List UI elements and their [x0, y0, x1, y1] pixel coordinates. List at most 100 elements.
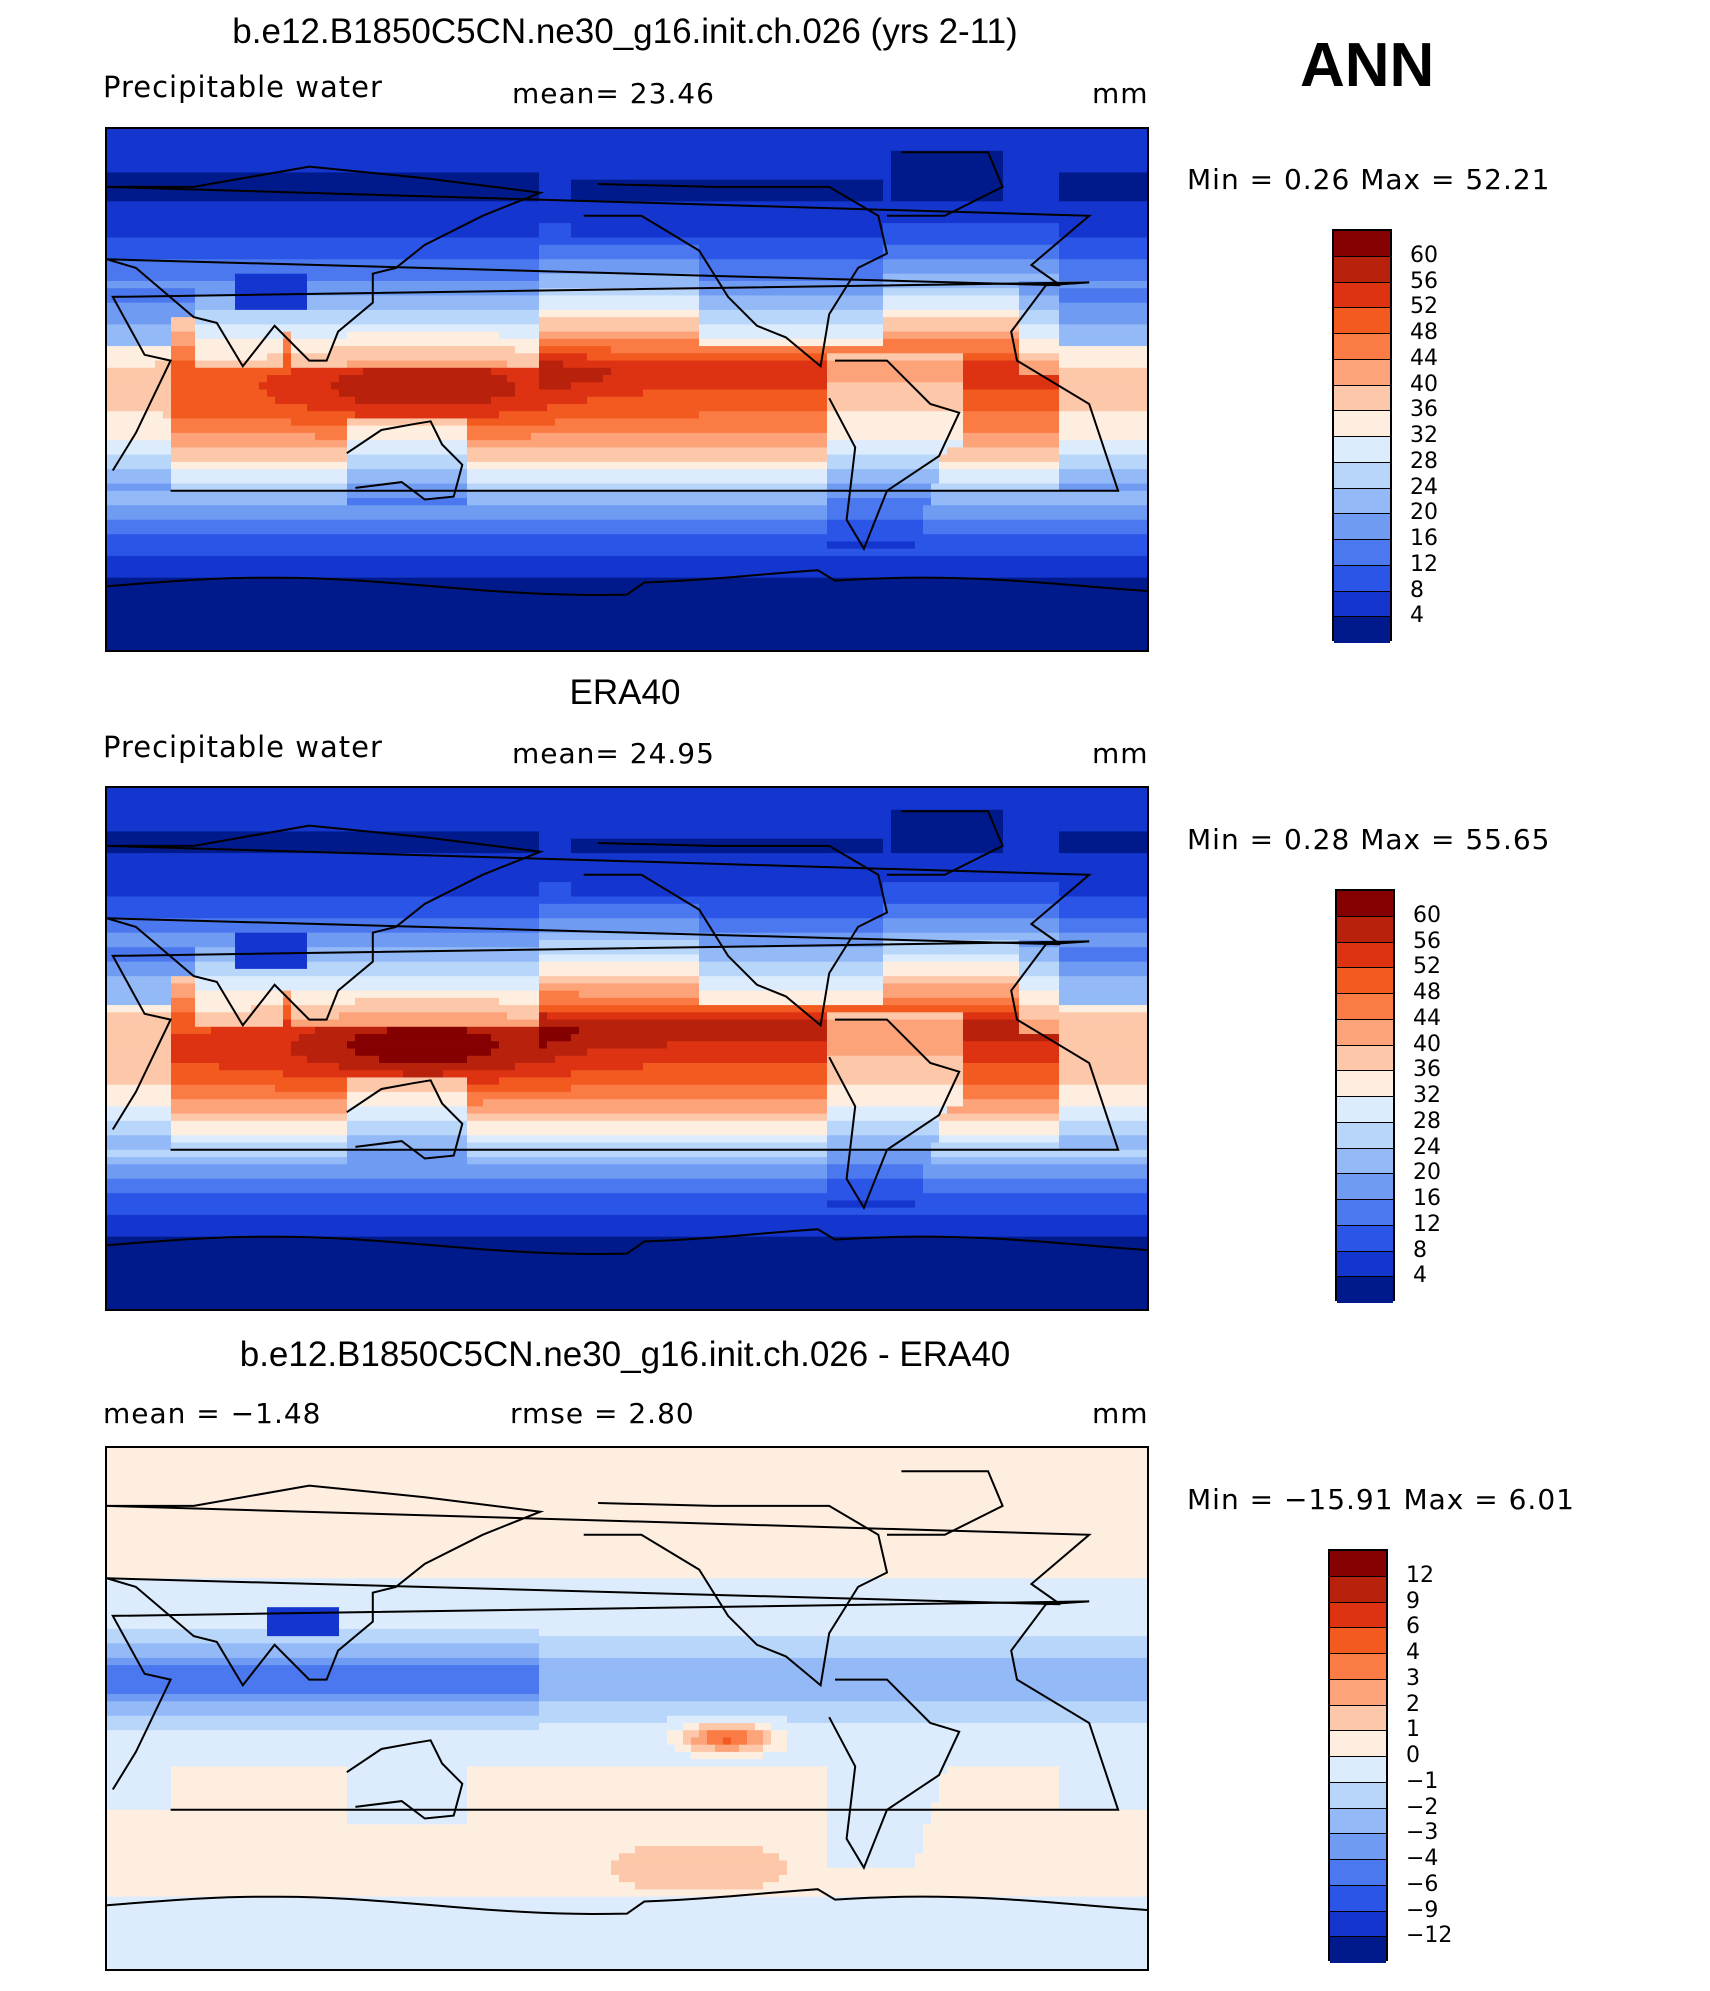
field-cell: [1075, 172, 1084, 181]
field-cell: [227, 288, 236, 297]
field-cell: [675, 353, 684, 362]
field-cell: [315, 396, 324, 405]
field-cell: [563, 266, 572, 275]
field-cell: [259, 280, 268, 289]
field-cell: [739, 309, 748, 318]
field-cell: [763, 136, 772, 145]
field-cell: [219, 237, 228, 246]
field-cell: [203, 367, 212, 376]
field-cell: [547, 382, 556, 391]
field-cell: [891, 259, 900, 268]
field-cell: [283, 150, 292, 159]
field-cell: [507, 324, 516, 333]
field-cell: [803, 396, 812, 405]
field-cell: [523, 360, 532, 369]
field-cell: [235, 157, 244, 166]
field-cell: [475, 237, 484, 246]
field-cell: [643, 353, 652, 362]
field-cell: [867, 223, 876, 231]
field-cell: [731, 360, 740, 369]
field-cell: [731, 186, 740, 195]
field-cell: [907, 230, 916, 239]
field-cell: [259, 143, 268, 152]
field-cell: [579, 331, 588, 340]
field-cell: [963, 157, 972, 166]
field-cell: [1123, 179, 1132, 188]
field-cell: [147, 259, 156, 268]
field-cell: [195, 396, 204, 405]
field-cell: [1099, 223, 1108, 231]
field-cell: [251, 237, 260, 246]
field-cell: [707, 186, 716, 195]
field-cell: [595, 353, 604, 362]
field-cell: [267, 273, 276, 282]
field-cell: [131, 317, 140, 325]
field-cell: [1011, 317, 1020, 325]
field-cell: [1011, 389, 1020, 398]
field-cell: [1131, 375, 1140, 383]
field-cell: [1123, 143, 1132, 152]
field-cell: [1123, 186, 1132, 195]
field-cell: [331, 338, 340, 347]
field-cell: [163, 396, 172, 405]
field-cell: [1051, 165, 1060, 174]
field-cell: [1075, 375, 1084, 383]
field-cell: [147, 172, 156, 181]
field-cell: [299, 157, 308, 166]
field-cell: [219, 273, 228, 282]
field-cell: [475, 208, 484, 217]
field-cell: [323, 367, 332, 376]
field-cell: [115, 353, 124, 362]
field-cell: [819, 317, 828, 325]
field-cell: [955, 273, 964, 282]
field-cell: [1067, 129, 1076, 137]
field-cell: [899, 396, 908, 405]
field-cell: [1099, 324, 1108, 333]
field-cell: [347, 129, 356, 137]
field-cell: [1035, 317, 1044, 325]
field-cell: [787, 186, 796, 195]
field-cell: [675, 223, 684, 231]
field-cell: [451, 403, 460, 412]
field-cell: [971, 331, 980, 340]
field-cell: [987, 266, 996, 275]
field-cell: [603, 215, 612, 224]
field-cell: [1035, 389, 1044, 398]
field-cell: [947, 179, 956, 188]
field-cell: [603, 360, 612, 369]
field-cell: [291, 360, 300, 369]
field-cell: [1035, 165, 1044, 174]
field-cell: [915, 382, 924, 391]
field-cell: [139, 201, 148, 210]
field-cell: [987, 317, 996, 325]
field-cell: [1131, 338, 1140, 347]
field-cell: [451, 346, 460, 354]
field-cell: [371, 273, 380, 282]
field-cell: [275, 136, 284, 145]
field-cell: [1043, 309, 1052, 318]
field-cell: [523, 215, 532, 224]
field-cell: [523, 324, 532, 333]
field-cell: [643, 367, 652, 376]
field-cell: [1139, 215, 1147, 224]
field-cell: [859, 244, 868, 253]
field-cell: [443, 223, 452, 231]
field-cell: [123, 367, 132, 376]
field-cell: [155, 201, 164, 210]
field-cell: [411, 150, 420, 159]
field-cell: [763, 244, 772, 253]
field-cell: [1099, 129, 1108, 137]
field-cell: [731, 208, 740, 217]
field-cell: [875, 165, 884, 174]
field-cell: [603, 157, 612, 166]
field-cell: [995, 143, 1004, 152]
field-cell: [411, 346, 420, 354]
field-cell: [587, 201, 596, 210]
field-cell: [571, 367, 580, 376]
field-cell: [163, 309, 172, 318]
field-cell: [851, 331, 860, 340]
field-cell: [755, 346, 764, 354]
field-cell: [1083, 143, 1092, 152]
field-cell: [747, 302, 756, 311]
field-cell: [1043, 172, 1052, 181]
